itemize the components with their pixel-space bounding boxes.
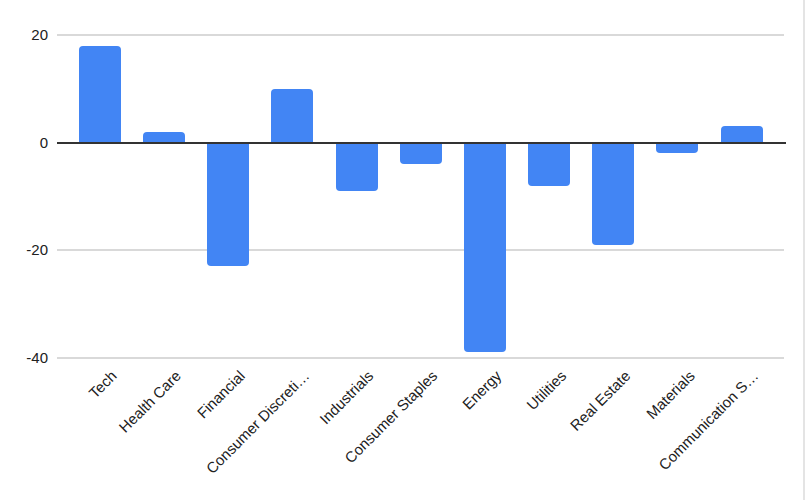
gridline	[57, 249, 784, 251]
y-tick-label: -40	[0, 349, 48, 367]
bar-materials[interactable]	[656, 143, 698, 154]
gridline	[57, 357, 784, 359]
bar-communication-s[interactable]	[721, 126, 763, 142]
bar-tech[interactable]	[79, 46, 121, 143]
gridline	[57, 34, 784, 36]
bar-energy[interactable]	[464, 143, 506, 353]
bar-consumer-staples[interactable]	[400, 143, 442, 165]
bar-industrials[interactable]	[336, 143, 378, 191]
bar-consumer-discreti[interactable]	[271, 89, 313, 143]
y-tick-label: -20	[0, 241, 48, 259]
y-tick-label: 20	[0, 26, 48, 44]
y-tick-label: 0	[0, 134, 48, 152]
x-tick-label-text: Energy	[459, 367, 505, 413]
x-axis-zero-line	[57, 142, 786, 144]
bar-financial[interactable]	[207, 143, 249, 267]
x-tick-label-text: Tech	[86, 367, 120, 401]
x-tick-label-text: Health Care	[116, 367, 185, 436]
x-tick-label-text: Industrials	[316, 367, 376, 427]
bar-chart: 200-20-40 TechHealth CareFinancialConsum…	[0, 0, 810, 500]
x-tick-label-text: Materials	[642, 367, 697, 422]
x-tick-label-text: Utilities	[523, 367, 569, 413]
bar-real-estate[interactable]	[592, 143, 634, 245]
chart-right-border-line	[803, 0, 805, 500]
bar-utilities[interactable]	[528, 143, 570, 186]
x-tick-label-text: Real Estate	[566, 367, 633, 434]
plot-area: 200-20-40 TechHealth CareFinancialConsum…	[0, 0, 810, 500]
x-tick-label-text: Financial	[194, 367, 248, 421]
